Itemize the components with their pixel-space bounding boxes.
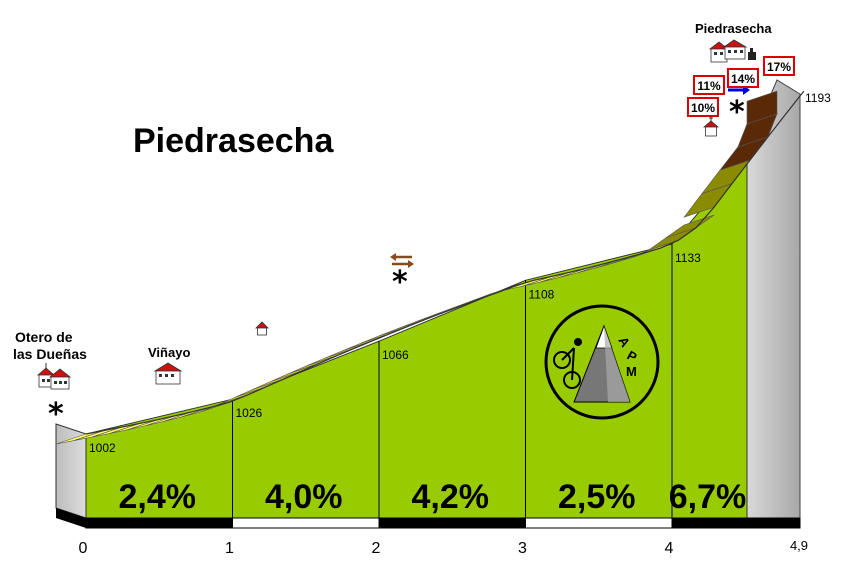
x-tick-5: 4,9 [790,538,808,553]
scale-bar-segment-3 [525,517,673,529]
gradient-label-2: 4,2% [412,478,490,516]
badge-14: 14% [731,72,755,86]
elevation-label-1: 1026 [236,406,263,420]
place-piedrasecha: Piedrasecha [695,21,772,36]
place-otero-line2: las Dueñas [13,346,87,362]
gradient-label-1: 4,0% [265,478,343,516]
x-tick-labels: 0 1 2 3 4 4,9 [79,538,808,557]
summit-star-icon: * [729,95,745,130]
start-star-icon: * [48,397,64,432]
road-ribbon [55,90,805,445]
x-tick-1: 1 [225,540,234,557]
scale-bar-segment-4 [671,517,801,529]
max-gradient-badges: 10% 11% 14% 17% [687,56,795,117]
badge-17: 17% [767,60,791,74]
village-icon-piedrasecha [708,39,756,63]
distance-scale-bar [56,508,801,529]
badge-11: 11% [697,79,721,93]
elevation-label-0: 1002 [89,441,116,455]
x-tick-0: 0 [79,540,88,557]
house-icon [255,321,269,336]
junction-star-icon: * [392,265,408,300]
x-tick-4: 4 [665,540,674,557]
x-tick-3: 3 [518,540,527,557]
church-icon [702,116,720,137]
elevation-label-2: 1066 [382,348,409,362]
elevation-label-3: 1108 [529,287,555,301]
place-otero-line1: Otero de [15,329,73,345]
x-tick-2: 2 [372,540,381,557]
apm-logo-m: M [626,364,637,379]
gradient-labels: 2,4% 4,0% 4,2% 2,5% 6,7% [119,478,747,516]
chart-title: Piedrasecha [133,122,334,160]
ribbon-segment [746,90,778,125]
scale-bar-segment-1 [232,517,380,529]
gradient-label-3: 2,5% [558,478,636,516]
apm-logo: A P M [544,304,660,420]
elevation-label-4: 1133 [675,251,701,265]
scale-bar-left-cap [56,508,86,528]
junction-arrows-icon [390,253,414,268]
km-dividers [232,244,673,518]
gradient-label-4: 6,7% [669,478,747,516]
elevation-labels: 1002 1026 1066 1108 1133 1193 [89,91,831,455]
scale-bar-segment-2 [378,517,526,529]
elevation-label-5: 1193 [805,91,831,105]
place-vinayo: Viñayo [148,345,190,360]
ribbon-edge [85,90,805,435]
village-icon-otero [36,363,72,390]
badge-10: 10% [691,101,715,115]
gradient-label-0: 2,4% [119,478,197,516]
village-icon-vinayo [153,362,183,385]
scale-bar-segment-0 [85,517,233,529]
